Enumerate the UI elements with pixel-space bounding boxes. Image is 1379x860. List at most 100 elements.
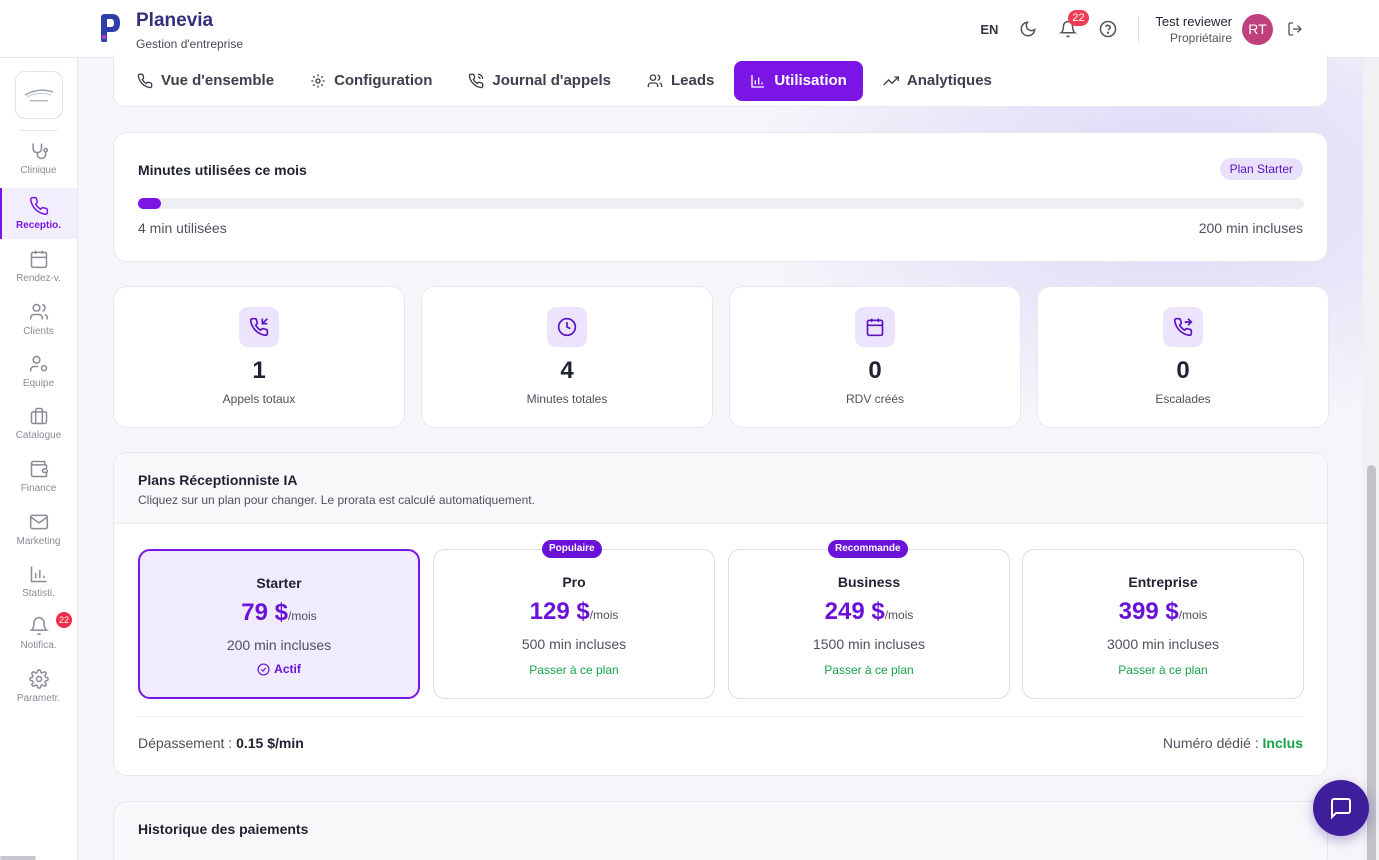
avatar[interactable]: RT [1242, 13, 1273, 45]
sidebar-item-clients[interactable]: Clients [0, 294, 77, 345]
sidebar-item-label: Catalogue [15, 430, 62, 441]
dark-mode-moon-icon[interactable] [1018, 19, 1038, 39]
plan-minutes: 200 min incluses [226, 637, 332, 653]
tab-leads[interactable]: Leads [631, 61, 730, 101]
business-logo-icon[interactable] [15, 71, 63, 119]
sidebar-item-marketing[interactable]: Marketing [0, 504, 77, 555]
plan-price: 129 $/mois [434, 598, 714, 626]
plan-price-period: /mois [288, 609, 317, 623]
sidebar-item-receptio[interactable]: Receptio. [0, 188, 77, 239]
tab-utilisation[interactable]: Utilisation [734, 60, 863, 101]
planevia-logo-icon [98, 13, 122, 43]
switch-plan-link[interactable]: Passer à ce plan [824, 663, 914, 677]
notifications-bell-icon[interactable]: 22 [1058, 10, 1089, 39]
clock-icon [547, 307, 587, 347]
trending-up-icon [883, 75, 899, 85]
plan-price-amount: 129 $ [529, 598, 590, 625]
plan-price-amount: 249 $ [824, 598, 885, 625]
tab-label: Analytiques [906, 72, 992, 89]
sidebar-item-label: Finance [20, 483, 57, 494]
minutes-used-label: 4 min utilisées [138, 220, 227, 236]
recommended-ribbon: Recommande [828, 540, 908, 558]
bell-icon [28, 616, 49, 636]
tab-label: Configuration [334, 72, 433, 89]
briefcase-icon [30, 407, 47, 425]
plan-active-status: Actif [140, 662, 418, 676]
sidebar-item-parametres[interactable]: Parametr. [0, 661, 77, 712]
notification-count-badge: 22 [56, 612, 72, 628]
sidebar-item-clinique[interactable]: Clinique [0, 133, 77, 184]
phone-forwarded-icon [1163, 307, 1203, 347]
stat-value: 4 [560, 357, 574, 384]
scrollbar-thumb[interactable] [1367, 465, 1376, 860]
plan-price-period: /mois [589, 608, 619, 622]
tab-label: Vue d'ensemble [161, 72, 275, 89]
stat-card-escalations: 0 Escalades [1037, 286, 1329, 428]
popular-ribbon: Populaire [542, 540, 602, 558]
chat-bubble-icon [1331, 798, 1351, 820]
sidebar-item-statistiques[interactable]: Statisti. [0, 556, 77, 607]
tab-journal-appels[interactable]: Journal d'appels [452, 61, 627, 101]
tab-vue-ensemble[interactable]: Vue d'ensemble [121, 61, 290, 101]
stat-label: Minutes totales [526, 392, 608, 406]
calendar-icon [30, 250, 47, 269]
plan-price: 79 $/mois [140, 599, 418, 627]
sidebar-item-label: Receptio. [15, 220, 61, 231]
plan-minutes: 1500 min incluses [812, 636, 926, 652]
current-plan-badge: Plan Starter [1219, 158, 1303, 180]
stat-label: Escalades [1155, 392, 1211, 406]
stat-label: RDV créés [845, 392, 904, 406]
stat-card-total-calls: 1 Appels totaux [113, 286, 405, 428]
overage-value: 0.15 $/min [236, 735, 304, 751]
plan-price: 399 $/mois [1023, 598, 1303, 626]
phone-incoming-icon [239, 307, 279, 347]
sidebar-divider [20, 130, 58, 131]
plan-card-business[interactable]: Business 249 $/mois 1500 min incluses Pa… [728, 549, 1010, 699]
bar-chart-icon [751, 74, 765, 88]
app-subtitle: Gestion d'entreprise [136, 37, 244, 51]
page-scrollbar[interactable] [1363, 58, 1379, 860]
tab-label: Journal d'appels [492, 72, 611, 89]
stat-value: 0 [868, 357, 882, 384]
user-info[interactable]: Test reviewer Propriétaire [1155, 14, 1232, 45]
sidebar-item-equipe[interactable]: Equipe [0, 346, 77, 397]
brand[interactable]: Planevia Gestion d'entreprise [98, 10, 243, 51]
plan-status-label: Actif [274, 662, 301, 676]
plan-price: 249 $/mois [729, 598, 1009, 626]
users-icon [29, 303, 48, 320]
sidebar-item-notifications[interactable]: Notifica. 22 [0, 608, 77, 659]
tab-configuration[interactable]: Configuration [294, 61, 448, 101]
sidebar-item-label: Marketing [16, 536, 61, 547]
switch-plan-link[interactable]: Passer à ce plan [529, 663, 619, 677]
help-icon[interactable] [1098, 19, 1118, 39]
sidebar-item-catalogue[interactable]: Catalogue [0, 398, 77, 449]
sidebar-item-label: Rendez-v. [16, 273, 61, 284]
calendar-icon [855, 307, 895, 347]
tab-label: Utilisation [774, 72, 847, 89]
chat-support-button[interactable] [1313, 780, 1369, 836]
usage-title: Minutes utilisées ce mois [138, 162, 307, 178]
minutes-included-label: 200 min incluses [1198, 220, 1303, 236]
language-toggle[interactable]: EN [980, 21, 999, 37]
wallet-icon [30, 460, 48, 478]
sidebar-item-label: Notifica. [20, 640, 57, 651]
plan-card-entreprise[interactable]: Entreprise 399 $/mois 3000 min incluses … [1022, 549, 1304, 699]
mail-icon [29, 514, 48, 530]
tab-analytiques[interactable]: Analytiques [867, 61, 1008, 101]
user-name: Test reviewer [1155, 13, 1232, 29]
plans-divider [138, 716, 1304, 717]
bar-chart-icon [30, 566, 46, 583]
plan-card-pro[interactable]: Pro 129 $/mois 500 min incluses Passer à… [433, 549, 715, 699]
plan-card-starter[interactable]: Starter 79 $/mois 200 min incluses Actif [138, 549, 420, 699]
sidebar-item-rendez-vous[interactable]: Rendez-v. [0, 241, 77, 292]
header-divider [1138, 16, 1140, 42]
user-role: Propriétaire [1169, 30, 1232, 45]
logout-icon[interactable] [1287, 21, 1303, 37]
app-name: Planevia [136, 10, 214, 31]
sidebar-item-finance[interactable]: Finance [0, 451, 77, 502]
usage-progress-fill [138, 198, 162, 209]
plans-subtitle: Cliquez sur un plan pour changer. Le pro… [138, 493, 535, 507]
stat-card-total-minutes: 4 Minutes totales [421, 286, 713, 428]
switch-plan-link[interactable]: Passer à ce plan [1118, 663, 1208, 677]
user-cog-icon [29, 355, 47, 372]
